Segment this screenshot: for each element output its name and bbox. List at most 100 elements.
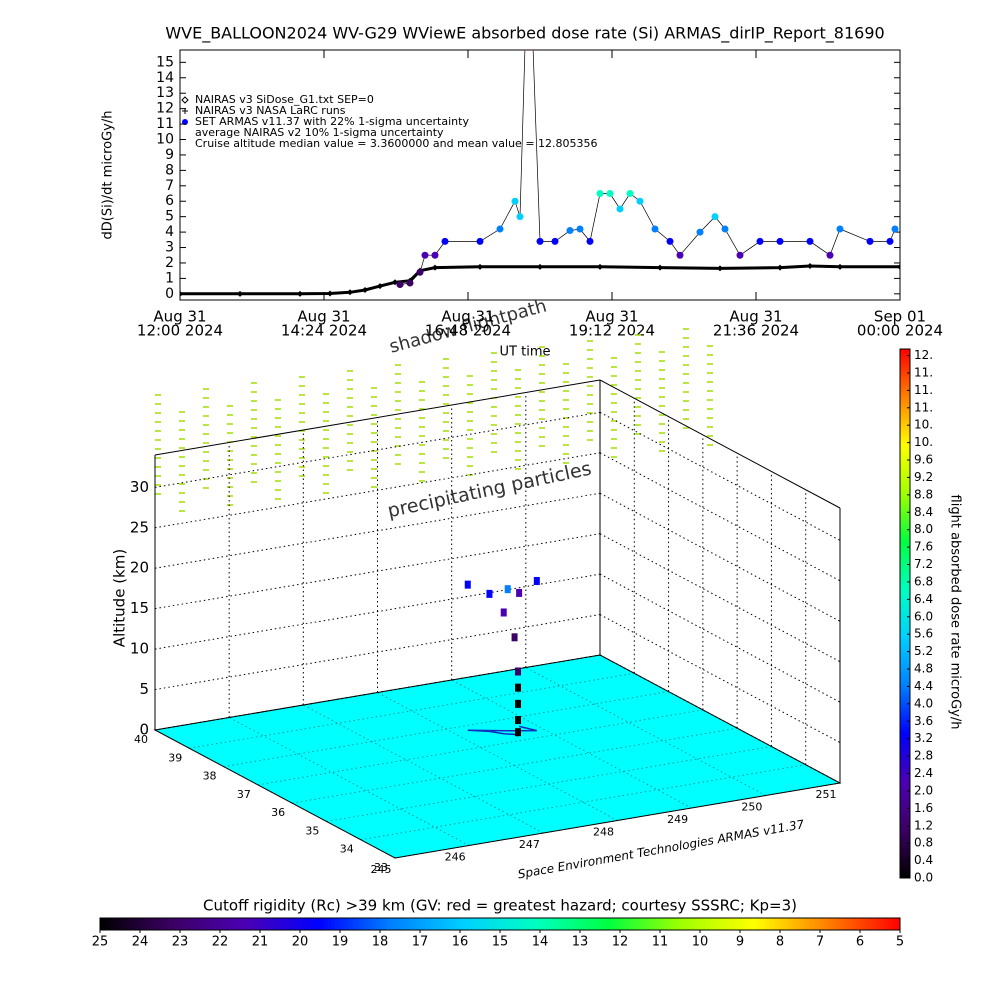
colorbar-tick-label: 0.8 xyxy=(914,836,933,850)
measurement-point xyxy=(776,237,784,245)
y-tick-label: 12 xyxy=(156,101,174,117)
colorbar-tick-label: 9.6 xyxy=(914,453,933,467)
grid-line xyxy=(394,782,841,859)
legend-entry: SET ARMAS v11.37 with 22% 1-sigma uncert… xyxy=(195,115,469,128)
colorbar-tick-label: 8.0 xyxy=(914,522,933,536)
colorbar-tick-label: 24 xyxy=(132,935,149,950)
flight-point xyxy=(504,585,511,594)
y-tick-label: 6 xyxy=(165,193,174,209)
measurement-point xyxy=(721,225,729,233)
model-point xyxy=(837,263,843,270)
measurement-point xyxy=(441,237,449,245)
grid-line xyxy=(154,614,601,691)
grid-line xyxy=(154,654,601,731)
colorbar-tick-label: 19 xyxy=(332,935,349,950)
y-tick-label: 11 xyxy=(156,116,174,132)
z-tick-label: 0 xyxy=(139,721,149,739)
model-point xyxy=(432,264,438,271)
colorbar-tick-label: 3.6 xyxy=(914,714,933,728)
flight-point xyxy=(464,580,471,589)
legend-entry: NAIRAS v3 SiDose_G1.txt SEP=0 xyxy=(195,93,374,106)
measurement-point xyxy=(431,251,439,259)
plot-area xyxy=(180,50,900,297)
y-tick-label: 5 xyxy=(165,209,174,225)
x-tick-label: Aug 31 xyxy=(297,308,350,326)
legend-entry: Cruise altitude median value = 3.3600000… xyxy=(195,137,598,150)
title: WVE_BALLOON2024 WV-G29 WViewE absorbed d… xyxy=(165,24,884,44)
colorbar-tick-label: 11 xyxy=(652,935,669,950)
colorbar-tick-label: 10. xyxy=(914,435,933,449)
legend-symbol xyxy=(182,119,188,125)
colorbar-tick-label: 14 xyxy=(532,935,549,950)
grid-line xyxy=(599,614,841,744)
x-tick-label: 21:36 2024 xyxy=(713,322,799,340)
measurement-point xyxy=(606,190,614,198)
colorbar-tick-label: 20 xyxy=(292,935,309,950)
colorbar-tick-label: 2.8 xyxy=(914,749,933,763)
y-tick-label: 13 xyxy=(156,85,174,101)
y-tick-label: 15 xyxy=(156,54,174,70)
x-tick-label: 247 xyxy=(519,838,540,851)
colorbar-tick-label: 5.6 xyxy=(914,627,933,641)
colorbar-tick-label: 12 xyxy=(612,935,629,950)
colorbar-tick-label: 9.2 xyxy=(914,470,933,484)
colorbar-tick-label: 22 xyxy=(212,935,229,950)
colorbar-tick-label: 8.4 xyxy=(914,505,933,519)
z-tick-label: 15 xyxy=(130,599,149,617)
grid-line xyxy=(154,411,601,488)
colorbar-tick-label: 2.4 xyxy=(914,766,933,780)
colorbar-tick-label: 5 xyxy=(896,935,904,950)
colorbar-tick-label: 1.6 xyxy=(914,801,933,815)
colorbar-tick-label: 7.6 xyxy=(914,540,933,554)
grid-line xyxy=(599,573,841,703)
grid-line xyxy=(257,709,703,786)
colorbar-tick-label: 10 xyxy=(692,935,709,950)
measurement-point xyxy=(891,225,899,233)
colorbar-tick-label: 6.4 xyxy=(914,592,933,606)
measurement-point xyxy=(516,213,524,221)
flight-point xyxy=(515,683,521,692)
y-tick-label: 0 xyxy=(165,286,174,302)
colorbar-tick-label: 3.2 xyxy=(914,731,933,745)
grid-line xyxy=(599,492,841,622)
colorbar-tick-label: 6.0 xyxy=(914,609,933,623)
measurement-point xyxy=(511,197,519,205)
colorbar-tick-label: 11. xyxy=(914,400,933,414)
y-tick-label: 3 xyxy=(165,240,174,256)
measurement-point xyxy=(551,237,559,245)
z-tick-label: 20 xyxy=(130,559,149,577)
z-tick-label: 25 xyxy=(130,518,149,536)
colorbar-tick-label: 15 xyxy=(492,935,509,950)
grid-line xyxy=(326,745,772,822)
y-tick-label: 8 xyxy=(165,162,174,178)
x-tick-label: Aug 31 xyxy=(441,308,494,326)
x-tick-label: 14:24 2024 xyxy=(281,322,367,340)
grid-line xyxy=(154,573,601,650)
y-tick-label: 34 xyxy=(340,843,354,856)
colorbar-tick-label: 4.8 xyxy=(914,662,933,676)
measurement-point xyxy=(806,237,814,245)
model-point xyxy=(777,264,783,271)
colorbar-tick-label: 16 xyxy=(452,935,469,950)
grid-line xyxy=(189,672,635,749)
colorbar-tick-label: 4.4 xyxy=(914,679,933,693)
model-point xyxy=(327,290,333,297)
grid-line xyxy=(154,452,601,529)
colorbar-label: Cutoff rigidity (Rc) >39 km (GV: red = g… xyxy=(203,897,797,915)
y-tick-label: 10 xyxy=(156,132,174,148)
grid-line xyxy=(525,667,767,796)
x-tick-label: Aug 31 xyxy=(153,308,206,326)
plot-frame xyxy=(179,49,901,301)
x-tick-label: 248 xyxy=(593,826,614,839)
colorbar-tick-label: 6.8 xyxy=(914,574,933,588)
grid-line xyxy=(451,679,692,809)
measurement-point xyxy=(616,205,624,213)
grid-line xyxy=(599,533,841,663)
measurement-point xyxy=(711,213,719,221)
model-line xyxy=(180,264,900,296)
y-tick-label: 40 xyxy=(134,733,148,746)
grid-line xyxy=(377,692,618,821)
model-point xyxy=(807,263,813,270)
colorbar-tick-label: 6 xyxy=(856,935,864,950)
measurement-point xyxy=(886,237,894,245)
